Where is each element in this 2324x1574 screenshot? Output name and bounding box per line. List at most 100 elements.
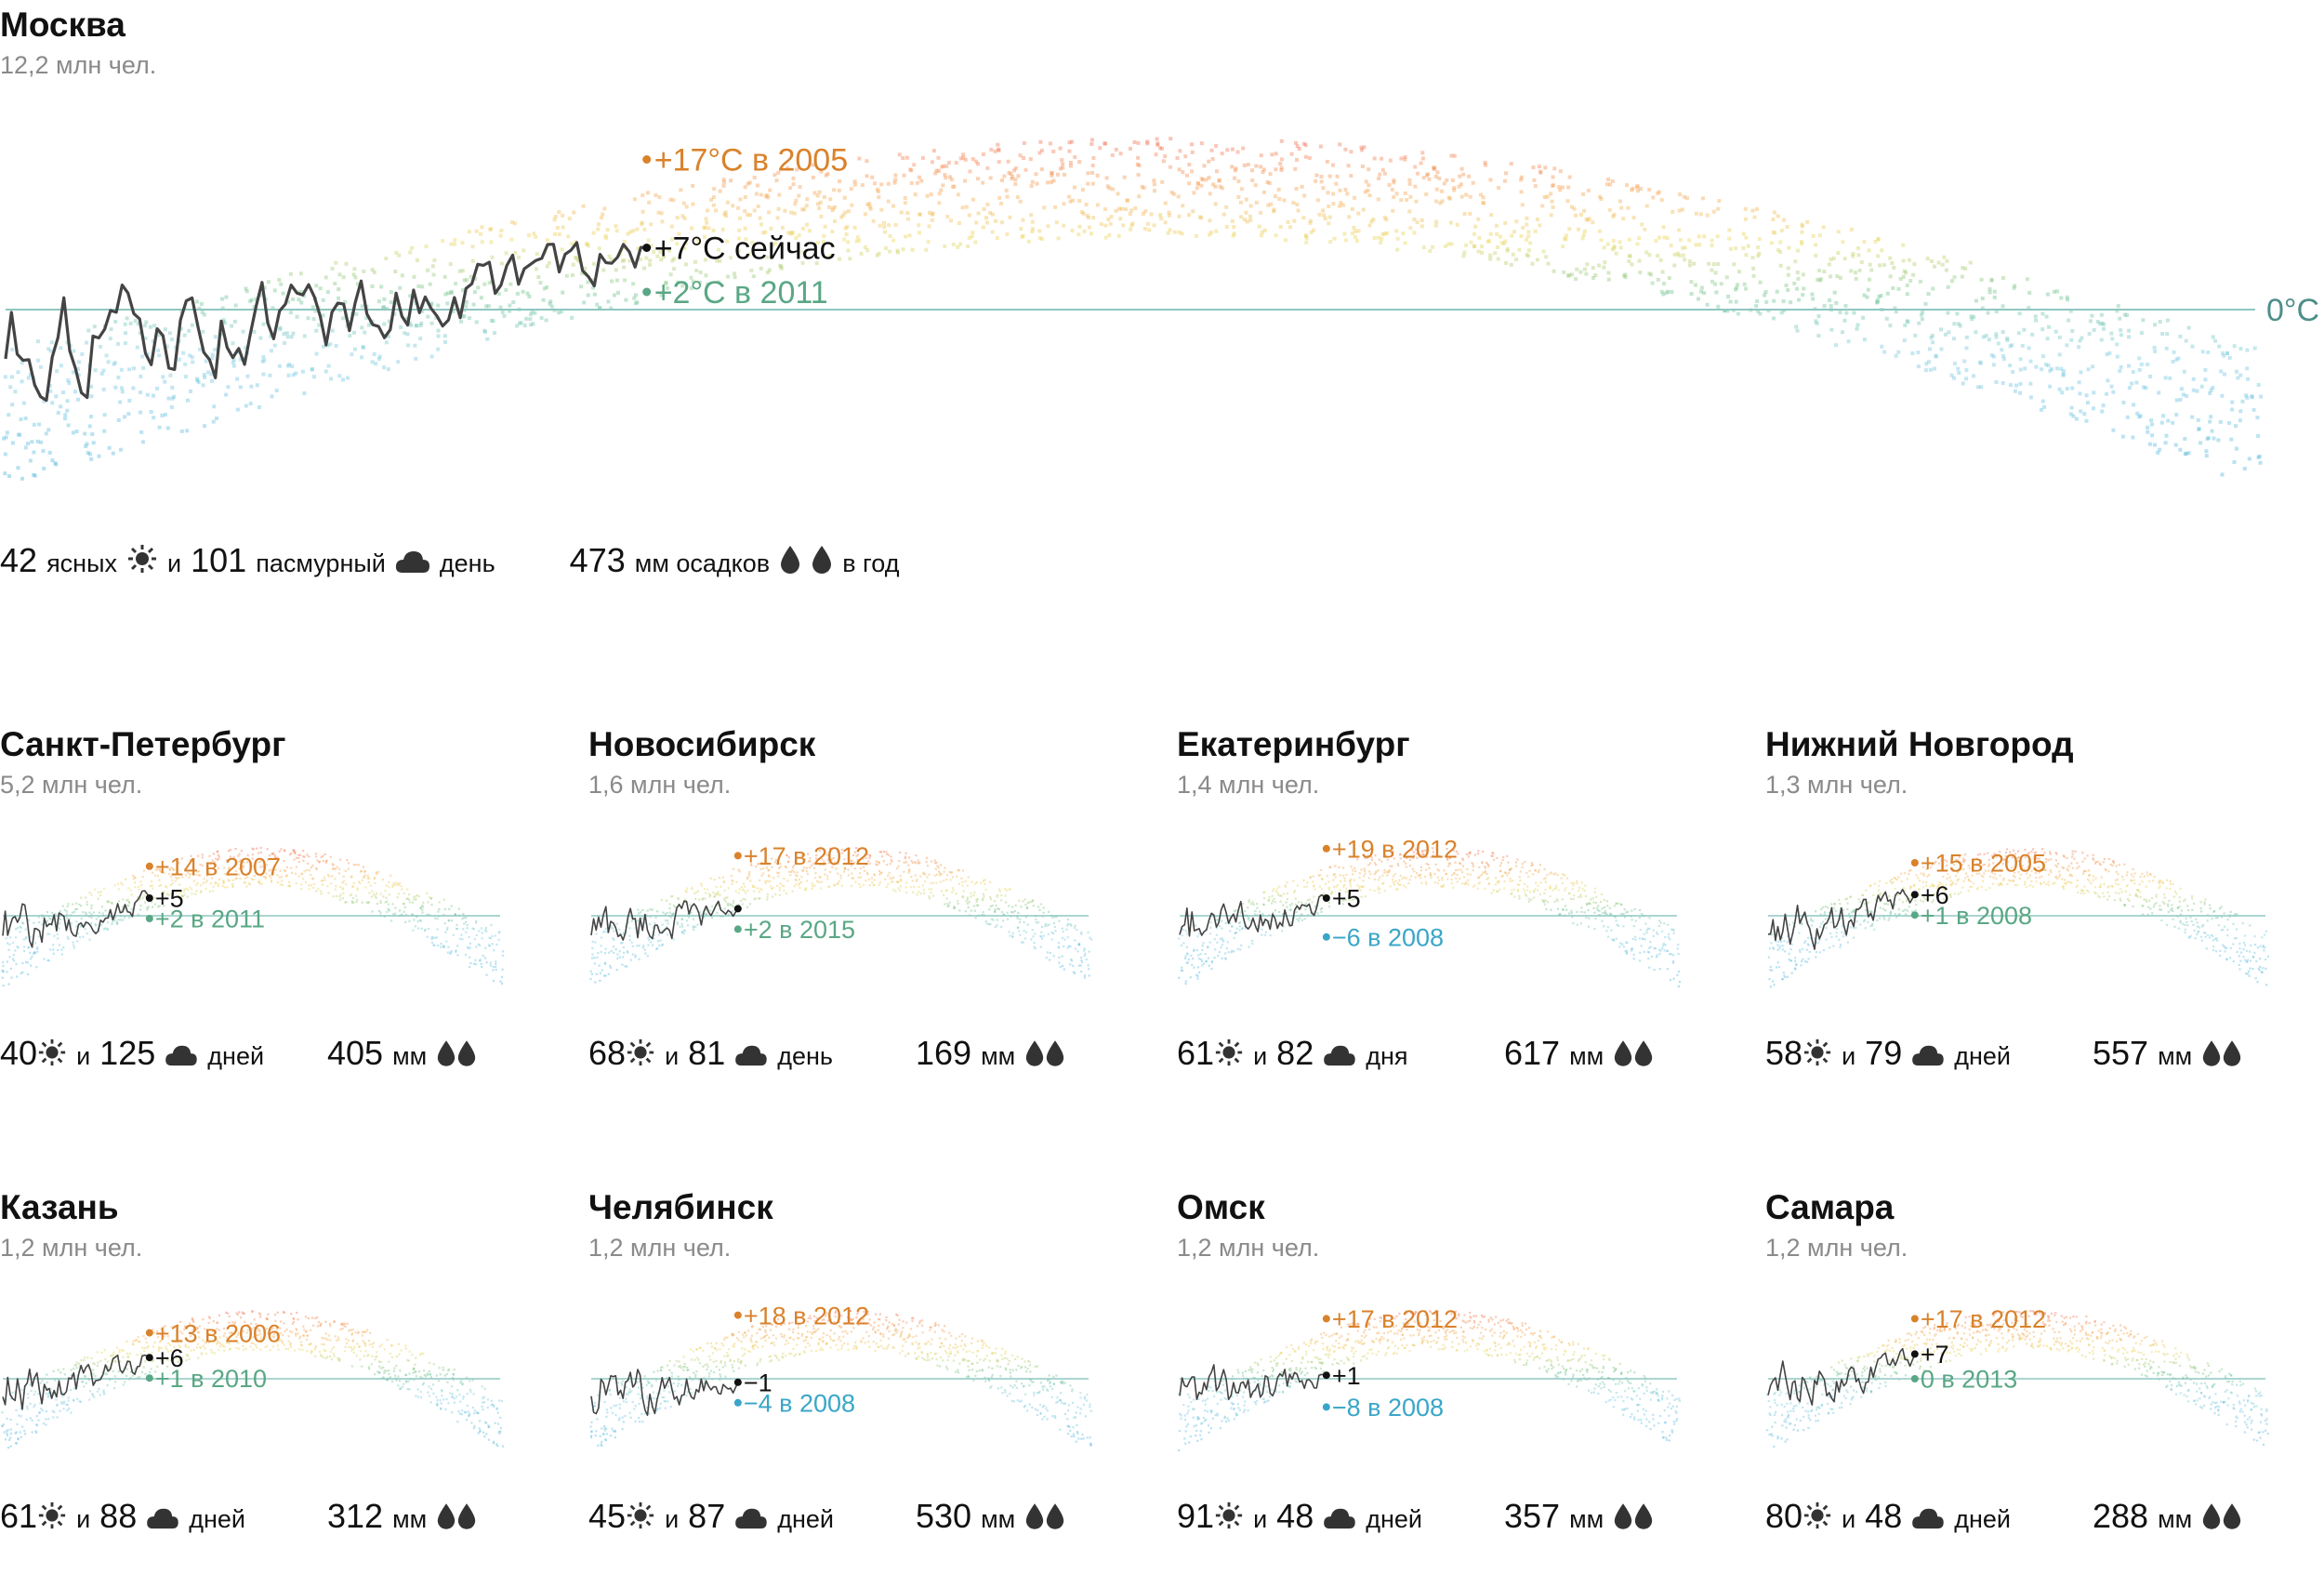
temperature-dot	[1407, 882, 1410, 885]
temperature-dot	[1062, 930, 1064, 933]
temperature-dot	[621, 942, 624, 945]
temperature-dot	[870, 877, 873, 880]
temperature-dot	[1187, 213, 1191, 218]
temperature-dot	[2066, 298, 2070, 302]
temperature-dot	[1046, 951, 1050, 954]
temperature-dot	[113, 320, 118, 324]
temperature-dot	[743, 226, 747, 231]
temperature-dot	[231, 341, 235, 346]
temperature-dot	[489, 227, 494, 231]
temperature-dot	[924, 247, 929, 252]
temperature-dot	[149, 885, 152, 888]
temperature-dot	[882, 225, 887, 229]
temperature-dot	[1949, 373, 1954, 377]
temperature-dot	[231, 360, 235, 364]
temperature-dot	[477, 943, 480, 946]
temperature-dot	[1037, 236, 1042, 240]
temperature-dot	[1320, 868, 1323, 871]
temperature-dot	[1939, 347, 1944, 351]
temperature-dot	[797, 193, 801, 198]
temperature-dot	[50, 458, 55, 463]
temperature-dot	[676, 921, 679, 924]
temperature-dot	[1207, 946, 1209, 948]
temperature-dot	[1381, 874, 1384, 877]
temperature-dot	[465, 953, 468, 956]
temperature-dot	[630, 919, 633, 922]
temperature-dot	[1163, 154, 1168, 159]
temperature-dot	[903, 870, 905, 873]
temperature-dot	[1081, 960, 1084, 963]
temperature-dot	[1589, 903, 1591, 906]
temperature-dot	[628, 934, 631, 937]
temperature-dot	[1226, 941, 1229, 944]
temperature-dot	[918, 885, 920, 889]
temperature-dot	[158, 879, 161, 881]
temperature-dot	[915, 862, 918, 865]
temperature-dot	[1681, 245, 1685, 250]
temperature-dot	[1018, 199, 1023, 204]
temperature-dot	[1184, 929, 1187, 932]
temperature-dot	[851, 877, 853, 880]
temperature-dot	[111, 920, 114, 923]
temperature-dot	[204, 359, 208, 364]
temperature-dot	[1517, 247, 1522, 252]
temperature-dot	[1964, 335, 1969, 339]
temperature-dot	[484, 927, 488, 930]
temperature-dot	[1327, 888, 1331, 891]
temperature-dot	[1493, 251, 1498, 256]
temperature-dot	[258, 293, 263, 298]
temperature-dot	[80, 905, 83, 907]
temperature-dot	[1394, 192, 1399, 196]
temperature-dot	[630, 941, 633, 944]
temperature-dot	[1467, 879, 1470, 881]
temperature-dot	[644, 952, 647, 955]
temperature-dot	[217, 858, 219, 861]
temperature-dot	[165, 344, 169, 349]
temperature-dot	[86, 932, 88, 935]
temperature-dot	[1042, 934, 1045, 937]
temperature-dot	[385, 884, 388, 887]
temperature-dot	[1726, 295, 1731, 298]
temperature-dot	[698, 280, 702, 284]
temperature-dot	[793, 871, 796, 874]
temperature-dot	[164, 897, 167, 900]
temperature-dot	[660, 929, 664, 932]
temperature-dot	[479, 944, 482, 946]
temperature-dot	[675, 216, 680, 220]
temperature-dot	[1865, 295, 1869, 299]
temperature-dot	[712, 891, 715, 893]
temperature-dot	[227, 850, 231, 853]
temperature-dot	[170, 337, 174, 342]
city-precipitation: 169 мм	[916, 1034, 1065, 1076]
temperature-dot	[1103, 235, 1108, 240]
temperature-dot	[682, 216, 687, 220]
temperature-dot	[593, 962, 596, 965]
temperature-dot	[183, 375, 188, 379]
temperature-dot	[1424, 192, 1429, 196]
temperature-dot	[267, 858, 270, 861]
temperature-dot	[843, 870, 846, 873]
temperature-dot	[820, 887, 823, 890]
temperature-dot	[1389, 885, 1392, 888]
temperature-dot	[22, 938, 25, 941]
temperature-dot	[446, 291, 451, 296]
temperature-dot	[1989, 278, 1994, 283]
temperature-dot	[818, 849, 821, 853]
temperature-dot	[1524, 890, 1526, 893]
temperature-dot	[172, 868, 176, 871]
temperature-dot	[1307, 156, 1312, 160]
temperature-dot	[1363, 867, 1366, 870]
temperature-dot	[1261, 928, 1263, 931]
temperature-dot	[691, 202, 695, 206]
temperature-dot	[375, 896, 377, 899]
temperature-dot	[2040, 367, 2044, 372]
temperature-dot	[1225, 946, 1228, 950]
temperature-dot	[2020, 343, 2025, 348]
temperature-dot	[352, 901, 355, 904]
temperature-dot	[1359, 145, 1364, 150]
temperature-dot	[198, 874, 201, 877]
temperature-dot	[1204, 953, 1207, 956]
temperature-dot	[1241, 927, 1244, 930]
temperature-dot	[1056, 236, 1061, 241]
temperature-dot	[157, 906, 160, 908]
